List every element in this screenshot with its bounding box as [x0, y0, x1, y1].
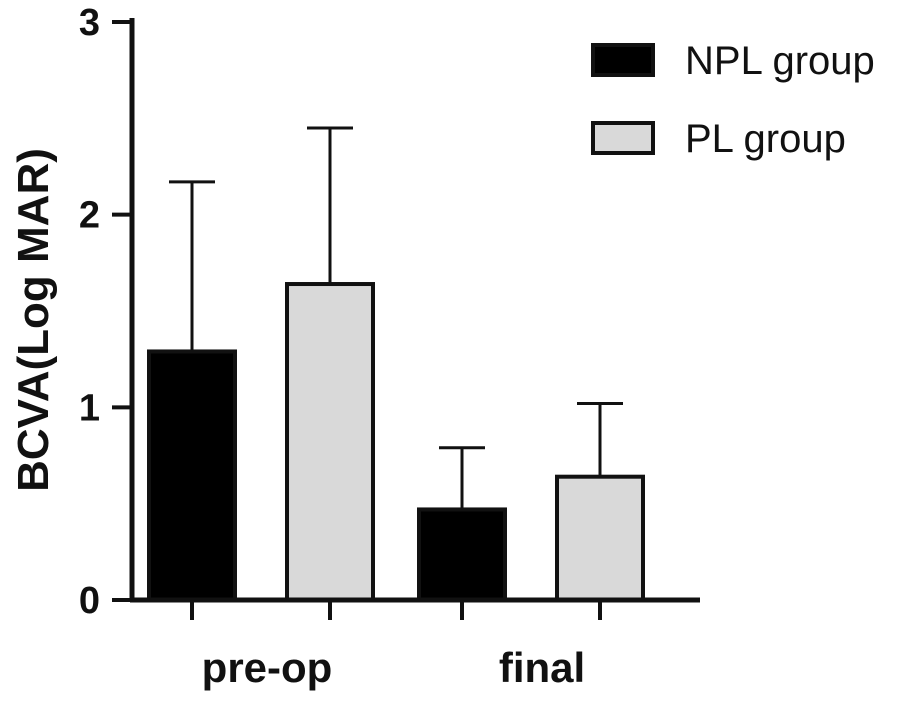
y-tick-label: 1: [79, 387, 100, 429]
y-tick-label: 3: [79, 2, 100, 44]
x-axis-ticks: [190, 600, 602, 620]
bar-pl-1: [555, 474, 645, 602]
bar-npl-1: [417, 507, 507, 602]
y-tick-label: 0: [79, 580, 100, 622]
bar-npl-0: [147, 349, 237, 602]
bars-layer: [147, 282, 645, 602]
legend-label-npl: NPL group: [685, 39, 875, 83]
y-axis-title: BCVA(Log MAR): [9, 148, 58, 492]
error-bars-layer: [169, 126, 623, 510]
x-category-label: final: [499, 644, 585, 691]
x-axis-labels: pre-op final: [202, 644, 586, 691]
y-axis-ticks: 0 1 2 3: [79, 2, 132, 622]
legend-label-pl: PL group: [685, 117, 846, 161]
legend-swatch-pl: [591, 121, 655, 155]
x-category-label: pre-op: [202, 644, 333, 691]
y-tick-label: 2: [79, 195, 100, 237]
bar-pl-0: [285, 282, 375, 602]
legend: NPL group PL group: [591, 39, 875, 161]
legend-swatch-npl: [591, 43, 655, 77]
